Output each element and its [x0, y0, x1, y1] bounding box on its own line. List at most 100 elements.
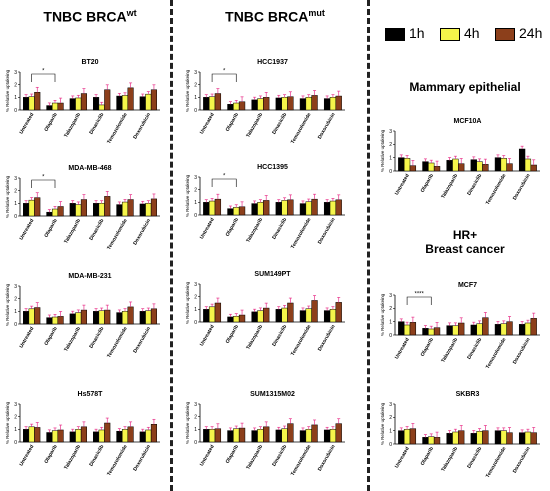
bar-1h — [46, 105, 53, 111]
bar-4h — [75, 312, 82, 325]
bar-1h — [518, 324, 526, 336]
chart-title: SUM149PT — [254, 271, 291, 278]
bar-4h — [428, 328, 435, 336]
x-tick-label: Untreated — [19, 326, 36, 349]
header-wt-text: TNBC BRCA — [43, 8, 127, 25]
bar-24h — [458, 322, 465, 336]
y-tick-label: 2 — [14, 188, 17, 194]
x-tick-label: Talazoparib — [63, 444, 82, 471]
x-tick-label: Temozolomide — [290, 324, 313, 357]
bar-24h — [335, 423, 342, 443]
bar-24h — [409, 165, 417, 172]
bar-24h — [506, 321, 513, 336]
bar-24h — [530, 432, 537, 445]
bar-4h — [257, 98, 264, 111]
y-tick-label: 2 — [389, 306, 392, 312]
bar-24h — [482, 317, 489, 336]
bar-24h — [127, 306, 134, 325]
x-tick-label: Doxorubicin — [317, 444, 337, 472]
x-tick-label: Dinaciclib — [466, 337, 483, 360]
bar-4h — [51, 430, 59, 443]
y-axis-label: % Relative uptakeing — [380, 402, 385, 445]
x-tick-label: Temozolomide — [485, 337, 508, 370]
x-tick-label: Doxorubicin — [132, 218, 152, 246]
chart-title: BT20 — [81, 59, 98, 66]
bar-4h — [51, 316, 59, 325]
bar-1h — [323, 98, 331, 111]
bar-24h — [311, 198, 318, 216]
bar-4h — [452, 158, 459, 172]
bar-1h — [275, 202, 282, 216]
bar-24h — [263, 97, 270, 111]
bar-4h — [428, 162, 435, 172]
bar-4h — [208, 306, 216, 323]
significance-label: * — [42, 175, 45, 181]
bar-4h — [524, 431, 532, 445]
bar-1h — [203, 429, 210, 443]
bar-1h — [116, 204, 123, 217]
bar-4h — [98, 203, 105, 217]
legend-label-24h: 24h — [519, 25, 543, 41]
significance-label: **** — [414, 292, 424, 298]
x-tick-label: Dinaciclib — [271, 324, 288, 347]
y-tick-label: 1 — [194, 307, 197, 313]
bar-24h — [80, 93, 87, 111]
bar-4h — [281, 97, 288, 111]
bar-24h — [57, 316, 64, 325]
x-tick-label: Dinaciclib — [88, 112, 105, 135]
y-tick-label: 0 — [14, 214, 17, 220]
bar-1h — [518, 432, 526, 445]
chart-hcc1395: HCC1395 % Relative uptakeing 0 1 2 3 Untreated… — [185, 164, 345, 250]
bar-4h — [121, 95, 129, 111]
bar-24h — [238, 314, 246, 323]
bar-24h — [335, 95, 342, 111]
chart-mcf7: MCF7 % Relative uptakeing 0 1 2 3 Untreated Ola… — [380, 282, 540, 370]
bar-4h — [403, 158, 411, 172]
y-tick-label: 2 — [194, 82, 197, 88]
x-tick-label: Temozolomide — [290, 112, 313, 145]
bar-24h — [311, 424, 318, 443]
y-tick-label: 1 — [194, 200, 197, 206]
bar-1h — [46, 432, 53, 443]
bar-24h — [34, 92, 41, 111]
bar-4h — [233, 428, 240, 443]
x-tick-label: Dinaciclib — [466, 446, 483, 469]
x-tick-label: Untreated — [199, 444, 216, 467]
bar-24h — [482, 430, 489, 445]
bar-1h — [446, 325, 453, 336]
x-tick-label: Dinaciclib — [271, 217, 288, 240]
bar-24h — [506, 432, 513, 445]
bar-24h — [34, 427, 41, 443]
y-tick-label: 2 — [194, 414, 197, 420]
bar-4h — [28, 308, 35, 325]
x-tick-label: Talazoparib — [63, 326, 82, 353]
bar-24h — [433, 437, 441, 445]
x-tick-label: Temozolomide — [290, 217, 313, 250]
bar-24h — [80, 199, 87, 217]
y-tick-label: 1 — [14, 95, 17, 101]
chart-bt20: BT20 % Relative uptakeing 0 1 2 3 Untreated Ola… — [5, 59, 160, 145]
bar-24h — [287, 423, 294, 443]
bar-4h — [75, 97, 82, 111]
bar-4h — [500, 158, 507, 172]
y-tick-label: 3 — [194, 70, 197, 76]
bar-24h — [311, 300, 318, 323]
x-tick-label: Dinaciclib — [271, 444, 288, 467]
bar-1h — [116, 312, 123, 325]
bar-1h — [275, 429, 282, 443]
bar-24h — [150, 198, 157, 217]
y-axis-label: % Relative uptakeing — [185, 281, 190, 324]
bar-1h — [93, 311, 100, 325]
bar-1h — [116, 95, 123, 111]
legend-label-4h: 4h — [464, 25, 480, 41]
bar-24h — [433, 166, 441, 172]
bar-1h — [518, 148, 526, 172]
bar-4h — [257, 429, 264, 443]
chart-mcf10a: MCF10A % Relative uptakeing 0 1 2 3 Untreated O… — [380, 118, 540, 206]
bar-24h — [311, 95, 318, 111]
x-tick-label: Untreated — [394, 173, 411, 196]
y-tick-label: 1 — [194, 427, 197, 433]
y-tick-label: 3 — [14, 284, 17, 290]
y-tick-label: 0 — [14, 108, 17, 114]
bar-4h — [233, 207, 240, 216]
